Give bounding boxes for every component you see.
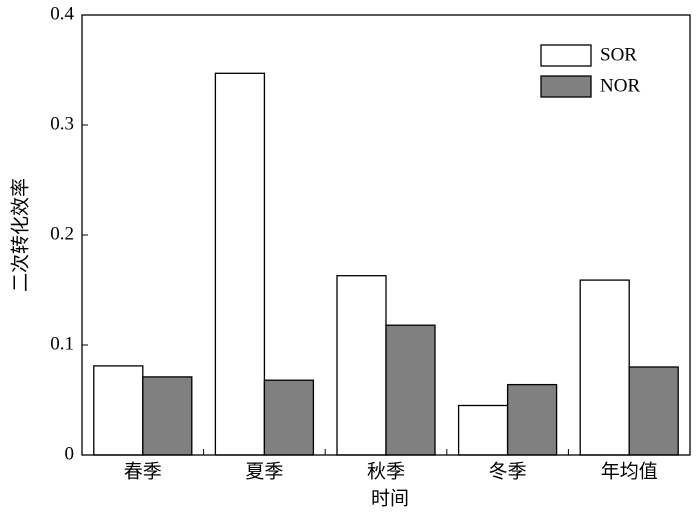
- x-axis-label: 时间: [371, 487, 409, 509]
- x-tick-label: 春季: [124, 460, 162, 482]
- bar: [506, 383, 558, 456]
- y-tick-label: 0.1: [50, 333, 74, 354]
- x-tick-label: 年均值: [601, 460, 658, 482]
- bar: [385, 324, 436, 456]
- x-tick-label: 秋季: [367, 460, 405, 482]
- x-tick-label: 冬季: [489, 460, 527, 482]
- legend-label: SOR: [600, 44, 637, 65]
- bar: [93, 365, 144, 456]
- y-axis-label: 二次转化效率: [9, 178, 31, 292]
- y-tick-label: 0: [65, 443, 75, 464]
- bar: [457, 404, 509, 456]
- legend-swatch: [540, 44, 592, 67]
- bar: [336, 275, 387, 456]
- legend-swatch: [540, 75, 592, 98]
- bar: [579, 279, 630, 456]
- bar: [214, 72, 266, 456]
- legend-label: NOR: [600, 75, 640, 96]
- y-tick-label: 0.3: [50, 113, 74, 134]
- plot-frame: [81, 14, 691, 456]
- bar: [628, 366, 679, 456]
- y-tick-label: 0.2: [50, 223, 74, 244]
- x-tick-label: 夏季: [245, 460, 283, 482]
- bar: [142, 376, 193, 456]
- y-tick-label: 0.4: [50, 3, 74, 24]
- bar: [263, 379, 315, 456]
